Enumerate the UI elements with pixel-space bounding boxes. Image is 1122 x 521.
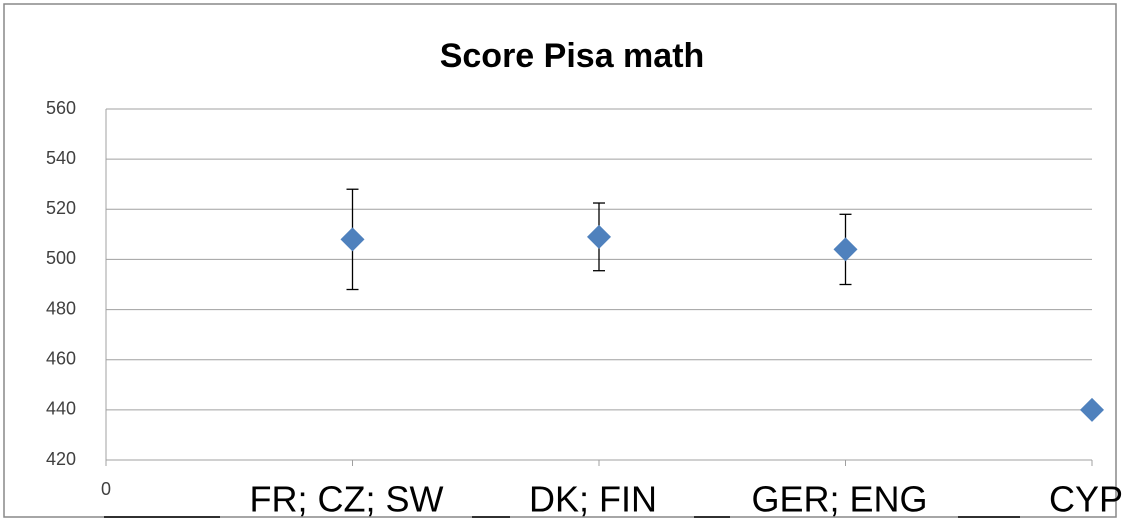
point bbox=[833, 237, 858, 262]
y-tick-label: 500 bbox=[46, 248, 76, 268]
x-tick-label: 0 bbox=[101, 479, 111, 499]
y-tick-label: 560 bbox=[46, 98, 76, 118]
chart-border bbox=[3, 3, 1117, 518]
point bbox=[1080, 397, 1104, 422]
category-label: DK; FIN bbox=[529, 479, 657, 520]
y-tick-label: 540 bbox=[46, 148, 76, 168]
chart-title: Score Pisa math bbox=[440, 37, 705, 75]
y-tick-label: 420 bbox=[46, 449, 76, 469]
category-label: GER; ENG bbox=[751, 479, 927, 520]
category-label: CYP bbox=[1049, 479, 1122, 520]
y-tick-label: 480 bbox=[46, 298, 76, 318]
point bbox=[587, 224, 611, 249]
y-tick-label: 520 bbox=[46, 198, 76, 218]
point bbox=[340, 227, 365, 252]
y-tick-label: 460 bbox=[46, 348, 76, 368]
category-label: FR; CZ; SW bbox=[250, 479, 444, 520]
y-tick-label: 440 bbox=[46, 399, 76, 419]
